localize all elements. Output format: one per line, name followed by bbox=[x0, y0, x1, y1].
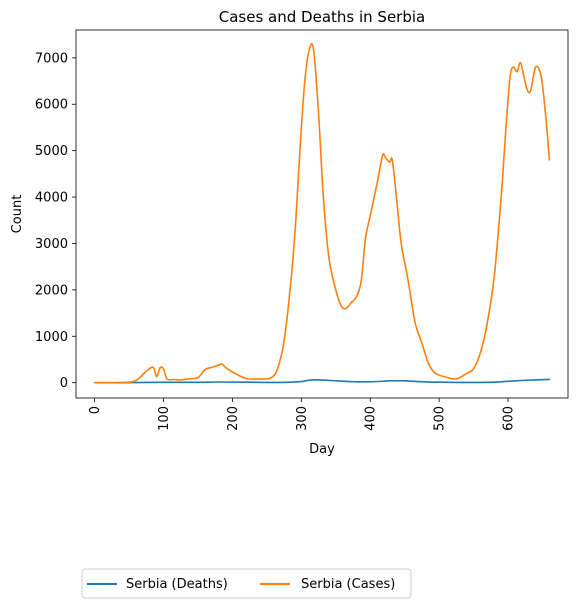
chart-title: Cases and Deaths in Serbia bbox=[219, 8, 425, 26]
legend-label-deaths: Serbia (Deaths) bbox=[126, 577, 228, 592]
legend: Serbia (Deaths) Serbia (Cases) bbox=[81, 568, 412, 599]
x-tick-label: 100 bbox=[157, 406, 172, 431]
y-tick-label: 5000 bbox=[35, 144, 68, 159]
y-tick-label: 7000 bbox=[35, 51, 68, 66]
y-tick-label: 1000 bbox=[35, 330, 68, 345]
x-tick-label: 0 bbox=[88, 406, 103, 414]
series-line-deaths bbox=[93, 378, 551, 384]
y-axis-label: Count bbox=[10, 195, 25, 234]
series-line-cases bbox=[93, 42, 551, 384]
legend-label-cases: Serbia (Cases) bbox=[301, 577, 395, 592]
x-tick-label: 400 bbox=[364, 406, 379, 431]
plot-frame bbox=[75, 29, 569, 399]
legend-box bbox=[81, 568, 412, 599]
y-axis-ticks: 0 1000 2000 3000 4000 5000 6000 7000 bbox=[35, 51, 76, 391]
x-axis-ticks: 0 100 200 300 400 500 600 bbox=[88, 398, 517, 431]
x-tick-label: 300 bbox=[295, 406, 310, 431]
y-tick-label: 0 bbox=[60, 376, 68, 391]
y-tick-label: 6000 bbox=[35, 98, 68, 113]
x-tick-label: 600 bbox=[502, 406, 517, 431]
y-tick-label: 2000 bbox=[35, 283, 68, 298]
x-tick-label: 200 bbox=[226, 406, 241, 431]
x-axis-label: Day bbox=[309, 442, 335, 457]
y-tick-label: 3000 bbox=[35, 237, 68, 252]
x-tick-label: 500 bbox=[433, 406, 448, 431]
y-tick-label: 4000 bbox=[35, 191, 68, 206]
series-layer bbox=[93, 42, 551, 384]
